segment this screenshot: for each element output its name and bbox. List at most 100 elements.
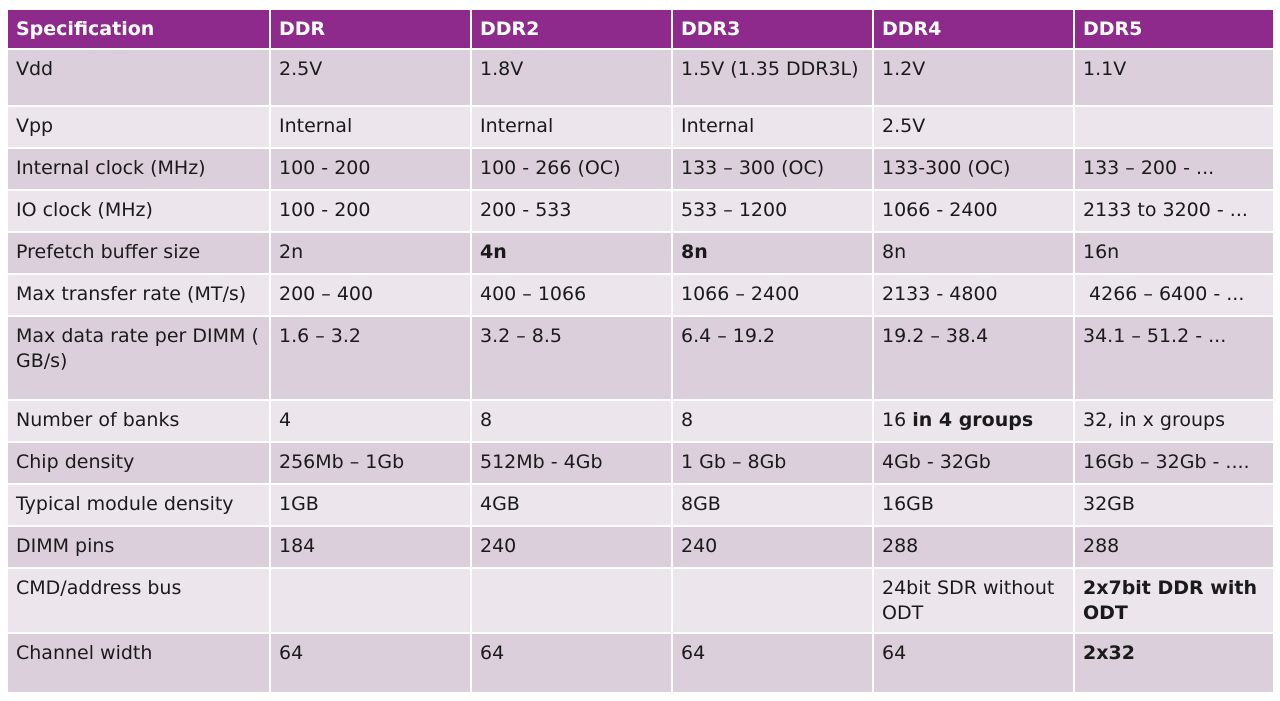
cell-ddr2: 100 - 266 (OC) <box>470 147 673 191</box>
spec-label: Prefetch buffer size <box>6 231 271 275</box>
cell-ddr3: 8n <box>671 231 874 275</box>
cell-ddr2: 240 <box>470 525 673 569</box>
cell-ddr4: 2.5V <box>872 105 1075 149</box>
cell-ddr2: 4n <box>470 231 673 275</box>
cell-ddr: 2.5V <box>269 48 472 107</box>
table-row-number-of-banks: Number of banks 4 8 8 16 in 4 groups 32,… <box>6 399 1275 443</box>
cell-ddr3: 1066 – 2400 <box>671 273 874 317</box>
cell-ddr3: 6.4 – 19.2 <box>671 315 874 401</box>
cell-ddr5: 32GB <box>1073 483 1275 527</box>
cell-ddr4: 16 in 4 groups <box>872 399 1075 443</box>
cell-ddr4: 64 <box>872 632 1075 694</box>
cell-ddr5: 4266 – 6400 - ... <box>1073 273 1275 317</box>
cell-ddr: 1GB <box>269 483 472 527</box>
cell-ddr3: Internal <box>671 105 874 149</box>
cell-ddr4: 2133 - 4800 <box>872 273 1075 317</box>
cell-ddr: 100 - 200 <box>269 189 472 233</box>
cell-ddr3: 133 – 300 (OC) <box>671 147 874 191</box>
cell-ddr3: 240 <box>671 525 874 569</box>
cell-ddr: 64 <box>269 632 472 694</box>
cell-ddr5: 2x7bit DDR with ODT <box>1073 567 1275 634</box>
cell-ddr4: 8n <box>872 231 1075 275</box>
table-row-max-transfer-rate: Max transfer rate (MT/s) 200 – 400 400 –… <box>6 273 1275 317</box>
cell-ddr3: 8GB <box>671 483 874 527</box>
table-row-vpp: Vpp Internal Internal Internal 2.5V <box>6 105 1275 149</box>
cell-ddr4-plain: 16 <box>882 409 913 431</box>
cell-ddr5: 133 – 200 - ... <box>1073 147 1275 191</box>
cell-ddr4: 4Gb - 32Gb <box>872 441 1075 485</box>
cell-ddr3: 8 <box>671 399 874 443</box>
cell-ddr4: 1066 - 2400 <box>872 189 1075 233</box>
cell-ddr4: 16GB <box>872 483 1075 527</box>
spec-label: Max transfer rate (MT/s) <box>6 273 271 317</box>
header-specification: Specification <box>6 8 271 50</box>
cell-ddr5: 1.1V <box>1073 48 1275 107</box>
ddr-comparison-table-container: Specification DDR DDR2 DDR3 DDR4 DDR5 Vd… <box>6 8 1275 694</box>
table-row-channel-width: Channel width 64 64 64 64 2x32 <box>6 632 1275 694</box>
spec-label: CMD/address bus <box>6 567 271 634</box>
cell-ddr3: 64 <box>671 632 874 694</box>
cell-ddr5: 288 <box>1073 525 1275 569</box>
cell-ddr: 184 <box>269 525 472 569</box>
cell-ddr5: 2x32 <box>1073 632 1275 694</box>
ddr-comparison-table: Specification DDR DDR2 DDR3 DDR4 DDR5 Vd… <box>6 8 1275 694</box>
cell-ddr: 2n <box>269 231 472 275</box>
spec-label: Internal clock (MHz) <box>6 147 271 191</box>
cell-ddr2: 400 – 1066 <box>470 273 673 317</box>
spec-label: Number of banks <box>6 399 271 443</box>
cell-ddr5: 16Gb – 32Gb - .... <box>1073 441 1275 485</box>
cell-ddr4: 1.2V <box>872 48 1075 107</box>
header-ddr: DDR <box>269 8 472 50</box>
header-row: Specification DDR DDR2 DDR3 DDR4 DDR5 <box>6 8 1275 50</box>
table-row-dimm-pins: DIMM pins 184 240 240 288 288 <box>6 525 1275 569</box>
cell-ddr2: 1.8V <box>470 48 673 107</box>
cell-ddr5: 16n <box>1073 231 1275 275</box>
cell-ddr3: 533 – 1200 <box>671 189 874 233</box>
spec-label: Typical module density <box>6 483 271 527</box>
table-row-vdd: Vdd 2.5V 1.8V 1.5V (1.35 DDR3L) 1.2V 1.1… <box>6 48 1275 107</box>
table-row-io-clock: IO clock (MHz) 100 - 200 200 - 533 533 –… <box>6 189 1275 233</box>
cell-ddr: Internal <box>269 105 472 149</box>
cell-ddr: 4 <box>269 399 472 443</box>
table-row-chip-density: Chip density 256Mb – 1Gb 512Mb - 4Gb 1 G… <box>6 441 1275 485</box>
cell-ddr2: 3.2 – 8.5 <box>470 315 673 401</box>
cell-ddr2: 512Mb - 4Gb <box>470 441 673 485</box>
spec-label: Vdd <box>6 48 271 107</box>
table-row-cmd-address-bus: CMD/address bus 24bit SDR without ODT 2x… <box>6 567 1275 634</box>
cell-ddr3: 1.5V (1.35 DDR3L) <box>671 48 874 107</box>
cell-ddr: 1.6 – 3.2 <box>269 315 472 401</box>
cell-ddr3 <box>671 567 874 634</box>
header-ddr5: DDR5 <box>1073 8 1275 50</box>
table-row-internal-clock: Internal clock (MHz) 100 - 200 100 - 266… <box>6 147 1275 191</box>
cell-ddr2: Internal <box>470 105 673 149</box>
header-ddr3: DDR3 <box>671 8 874 50</box>
cell-ddr5: 2133 to 3200 - ... <box>1073 189 1275 233</box>
spec-label: Chip density <box>6 441 271 485</box>
cell-ddr5: 34.1 – 51.2 - ... <box>1073 315 1275 401</box>
spec-label: Vpp <box>6 105 271 149</box>
cell-ddr: 200 – 400 <box>269 273 472 317</box>
table-row-module-density: Typical module density 1GB 4GB 8GB 16GB … <box>6 483 1275 527</box>
table-row-max-data-rate: Max data rate per DIMM ( GB/s) 1.6 – 3.2… <box>6 315 1275 401</box>
spec-label: Max data rate per DIMM ( GB/s) <box>6 315 271 401</box>
spec-label: IO clock (MHz) <box>6 189 271 233</box>
table-row-prefetch-buffer: Prefetch buffer size 2n 4n 8n 8n 16n <box>6 231 1275 275</box>
spec-label: DIMM pins <box>6 525 271 569</box>
cell-ddr2 <box>470 567 673 634</box>
cell-ddr2: 8 <box>470 399 673 443</box>
header-ddr2: DDR2 <box>470 8 673 50</box>
cell-ddr2: 4GB <box>470 483 673 527</box>
cell-ddr5 <box>1073 105 1275 149</box>
cell-ddr <box>269 567 472 634</box>
cell-ddr2: 200 - 533 <box>470 189 673 233</box>
cell-ddr4: 24bit SDR without ODT <box>872 567 1075 634</box>
cell-ddr5: 32, in x groups <box>1073 399 1275 443</box>
header-ddr4: DDR4 <box>872 8 1075 50</box>
cell-ddr3: 1 Gb – 8Gb <box>671 441 874 485</box>
cell-ddr2: 64 <box>470 632 673 694</box>
cell-ddr4: 133-300 (OC) <box>872 147 1075 191</box>
cell-ddr4-bold: in 4 groups <box>912 409 1034 431</box>
cell-ddr: 100 - 200 <box>269 147 472 191</box>
cell-ddr: 256Mb – 1Gb <box>269 441 472 485</box>
spec-label: Channel width <box>6 632 271 694</box>
